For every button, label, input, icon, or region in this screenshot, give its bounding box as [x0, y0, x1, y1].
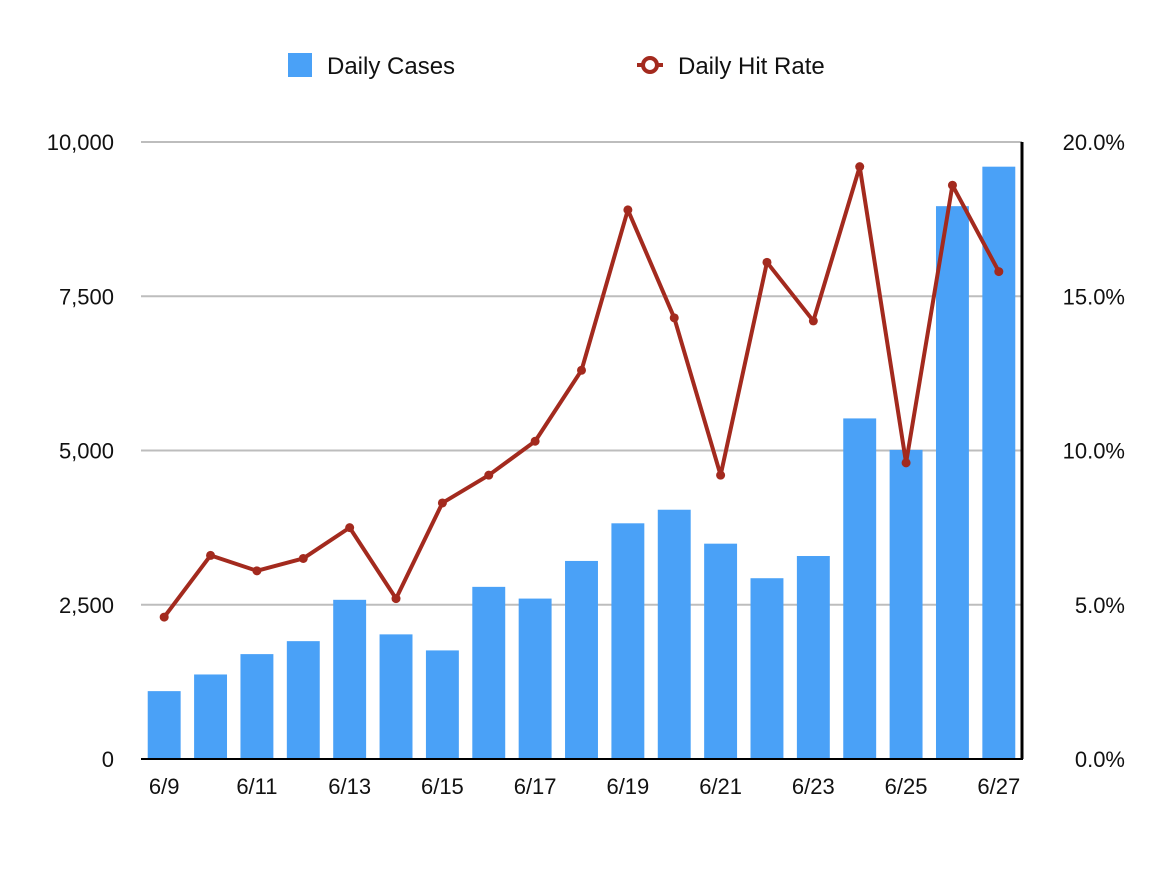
bar-6-22: [750, 578, 784, 759]
bar-6-26: [935, 206, 969, 760]
hit-rate-point-6-10: [206, 550, 216, 560]
legend-swatch-daily-cases: [288, 53, 312, 77]
right-tick-label: 10.0%: [1063, 439, 1125, 464]
bar-6-23: [796, 556, 830, 759]
x-tick-label: 6/9: [149, 774, 180, 799]
hit-rate-point-6-15: [437, 498, 447, 508]
hit-rate-point-6-17: [530, 436, 540, 446]
bar-6-25: [889, 449, 923, 759]
x-tick-label: 6/21: [699, 774, 742, 799]
bar-6-11: [240, 654, 274, 759]
x-tick-label: 6/11: [236, 774, 277, 799]
x-axis-ticks: 6/9 6/11 6/13 6/15 6/17 6/19 6/21 6/23 6/25 6/27: [149, 774, 1020, 799]
right-tick-label: 0.0%: [1075, 747, 1125, 772]
left-axis-ticks: 0 2,500 5,000 7,500 10,000: [47, 130, 114, 772]
left-tick-label: 0: [102, 747, 114, 772]
hit-rate-point-6-16: [484, 470, 494, 480]
bar-6-18: [565, 560, 598, 759]
hit-rate-point-6-11: [252, 566, 262, 576]
hit-rate-point-6-26: [947, 180, 957, 190]
x-tick-label: 6/13: [328, 774, 371, 799]
bar-6-16: [472, 586, 506, 759]
hit-rate-point-6-18: [577, 365, 586, 375]
hit-rate-point-6-20: [669, 313, 679, 323]
bar-6-14: [379, 634, 413, 759]
bar-6-10: [194, 674, 228, 759]
hit-rate-point-6-19: [623, 205, 633, 215]
hit-rate-point-6-21: [716, 470, 726, 480]
hit-rate-point-6-27: [994, 267, 1004, 277]
right-tick-label: 15.0%: [1063, 284, 1125, 309]
x-tick-label: 6/19: [606, 774, 649, 799]
right-tick-label: 20.0%: [1063, 130, 1125, 155]
left-tick-label: 10,000: [47, 130, 114, 155]
bar-6-21: [704, 543, 738, 759]
legend-marker-daily-hit-rate: [641, 56, 659, 74]
hit-rate-point-6-9: [159, 612, 169, 622]
left-tick-label: 2,500: [59, 593, 114, 618]
axes: [141, 142, 1024, 760]
hit-rate-point-6-24: [855, 162, 865, 172]
bar-6-19: [611, 523, 645, 759]
hit-rate-point-6-23: [808, 316, 818, 326]
x-tick-label: 6/23: [792, 774, 835, 799]
x-tick-label: 6/15: [421, 774, 464, 799]
bar-6-9: [147, 691, 181, 759]
hit-rate-point-6-12: [298, 553, 308, 563]
x-tick-label: 6/17: [514, 774, 557, 799]
hit-rate-point-6-14: [391, 594, 401, 604]
left-tick-label: 5,000: [59, 439, 114, 464]
left-tick-label: 7,500: [59, 284, 114, 309]
line-daily-hit-rate: [159, 162, 1004, 622]
hit-rate-point-6-22: [762, 257, 772, 267]
x-tick-label: 6/27: [977, 774, 1020, 799]
hit-rate-point-6-25: [901, 458, 911, 468]
bar-6-15: [425, 650, 459, 759]
bar-6-13: [333, 599, 367, 759]
legend-label-daily-hit-rate: Daily Hit Rate: [678, 53, 825, 80]
hit-rate-point-6-13: [345, 523, 355, 533]
legend: Daily Cases Daily Hit Rate: [288, 53, 825, 80]
legend-label-daily-cases: Daily Cases: [327, 53, 455, 80]
bar-6-27: [982, 166, 1016, 759]
bar-6-20: [657, 509, 691, 759]
right-tick-label: 5.0%: [1075, 593, 1125, 618]
bar-6-24: [843, 418, 877, 759]
x-tick-label: 6/25: [885, 774, 928, 799]
bar-6-12: [286, 641, 320, 759]
right-axis-ticks: 0.0% 5.0% 10.0% 15.0% 20.0%: [1063, 130, 1125, 772]
bar-6-17: [518, 598, 552, 759]
bars-daily-cases: [147, 166, 1016, 760]
